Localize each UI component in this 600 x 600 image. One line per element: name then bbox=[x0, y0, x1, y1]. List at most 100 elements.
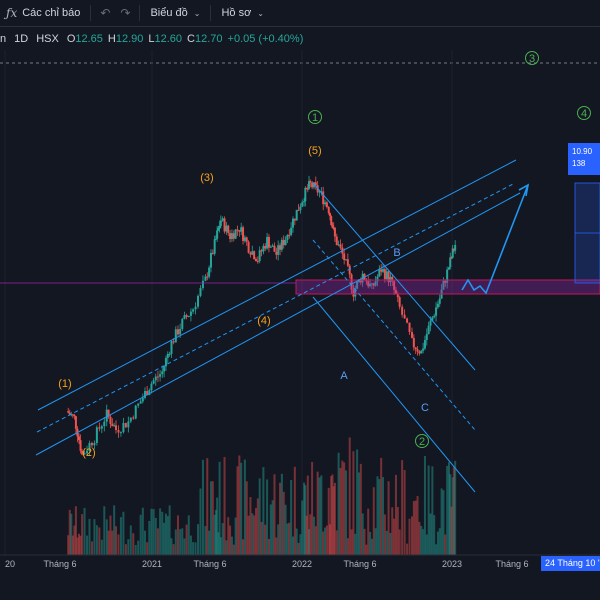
volume-bar bbox=[309, 514, 312, 555]
time-tick-label: Tháng 6 bbox=[495, 559, 528, 569]
volume-bar bbox=[387, 481, 390, 555]
candle bbox=[143, 387, 146, 400]
volume-bar bbox=[253, 515, 256, 555]
volume-bar bbox=[119, 517, 122, 555]
volume-bar bbox=[73, 525, 76, 555]
candle bbox=[124, 422, 127, 428]
candle bbox=[119, 431, 122, 437]
volume-bar bbox=[451, 477, 454, 555]
close-label: C bbox=[187, 33, 195, 45]
redo-icon[interactable]: ↷ bbox=[120, 6, 131, 20]
candle bbox=[132, 415, 135, 420]
volume-bar bbox=[122, 511, 125, 555]
volume-bar bbox=[166, 516, 169, 555]
candle bbox=[260, 248, 263, 257]
candle bbox=[394, 286, 397, 295]
candle bbox=[337, 240, 340, 247]
open-value: 12.65 bbox=[75, 33, 103, 45]
channel-mid-line bbox=[36, 182, 516, 433]
volume-bar bbox=[280, 473, 283, 555]
symbol-name[interactable]: n bbox=[0, 33, 7, 45]
candle bbox=[197, 294, 200, 309]
candle bbox=[243, 235, 246, 243]
candle bbox=[150, 381, 153, 394]
profile-menu-button[interactable]: Hồ sơ ⌄ bbox=[215, 0, 270, 26]
volume-bar bbox=[286, 523, 289, 555]
candle bbox=[299, 203, 302, 214]
high-label: H bbox=[107, 33, 116, 45]
undo-icon[interactable]: ↶ bbox=[100, 6, 111, 20]
wave-label-minor-4: (4) bbox=[257, 315, 270, 327]
volume-bar bbox=[396, 507, 399, 555]
volume-bar bbox=[427, 465, 430, 555]
volume-bar bbox=[279, 482, 282, 555]
volume-bar bbox=[393, 518, 396, 555]
wave-label-minor-1: (1) bbox=[58, 378, 71, 390]
volume-bar bbox=[229, 525, 232, 555]
indicators-button[interactable]: ƒx Các chỉ báo bbox=[0, 0, 86, 26]
ohlc-legend: n 1D HSX O 12.65 H 12.90 L 12.60 C 12.70 +0.… bbox=[0, 31, 308, 47]
volume-bar bbox=[411, 516, 413, 555]
candle bbox=[208, 265, 211, 279]
supply-demand-zone bbox=[295, 279, 600, 295]
volume-bar bbox=[348, 437, 351, 555]
volume-bar bbox=[115, 526, 117, 555]
candle bbox=[170, 340, 173, 358]
candle bbox=[422, 342, 425, 354]
svg-text:3: 3 bbox=[529, 53, 535, 65]
volume-bar bbox=[78, 533, 80, 555]
candle bbox=[113, 422, 116, 427]
candle bbox=[343, 248, 346, 265]
volume-bar bbox=[449, 474, 452, 555]
volume-bar bbox=[86, 535, 89, 555]
chart-menu-label: Biểu đồ bbox=[150, 7, 188, 19]
volume-bar bbox=[367, 508, 370, 555]
candle bbox=[308, 175, 311, 191]
volume-bar bbox=[232, 544, 235, 555]
candle bbox=[348, 263, 351, 279]
volume-bar bbox=[376, 476, 379, 555]
candle bbox=[449, 252, 452, 270]
volume-bar bbox=[216, 497, 219, 555]
top-toolbar: ƒx Các chỉ báo ↶ ↷ Biểu đồ ⌄ Hồ sơ ⌄ bbox=[0, 0, 600, 27]
chart-menu-button[interactable]: Biểu đồ ⌄ bbox=[144, 0, 206, 26]
volume-bar bbox=[378, 479, 381, 555]
candle bbox=[83, 451, 86, 455]
candle bbox=[122, 417, 125, 434]
candle bbox=[325, 200, 328, 209]
volume-bar bbox=[90, 541, 93, 555]
candle bbox=[192, 308, 195, 314]
volume-bar bbox=[337, 452, 340, 555]
candle bbox=[271, 243, 274, 247]
candle bbox=[444, 279, 447, 287]
volume-bar bbox=[361, 513, 364, 555]
volume-bar bbox=[247, 515, 250, 555]
volume-bar bbox=[431, 466, 434, 555]
volume-bar bbox=[256, 498, 259, 555]
volume-bar bbox=[382, 477, 385, 555]
candle bbox=[446, 266, 449, 289]
volume-bar bbox=[422, 529, 425, 555]
low-label: L bbox=[148, 33, 155, 45]
volume-bar bbox=[293, 466, 296, 555]
volume-bar bbox=[129, 525, 132, 555]
volume-bar bbox=[185, 524, 188, 555]
wave-label-major-1: 1 bbox=[308, 110, 322, 124]
indicators-label: Các chỉ báo bbox=[22, 7, 81, 19]
candle bbox=[221, 216, 224, 222]
candle bbox=[242, 225, 245, 245]
volume-bar bbox=[306, 475, 309, 555]
volume-bar bbox=[398, 529, 401, 555]
candle bbox=[345, 259, 348, 261]
volume-bar bbox=[269, 504, 272, 555]
volume-bar bbox=[152, 509, 155, 555]
candle bbox=[398, 295, 401, 310]
candle bbox=[412, 334, 415, 351]
volume-bar bbox=[277, 524, 280, 555]
candle bbox=[187, 315, 190, 318]
candlestick-series bbox=[67, 175, 457, 456]
price-tooltip: 10.90 138 bbox=[568, 143, 600, 175]
volume-bar bbox=[433, 515, 436, 555]
interval-label[interactable]: 1D bbox=[14, 33, 29, 45]
